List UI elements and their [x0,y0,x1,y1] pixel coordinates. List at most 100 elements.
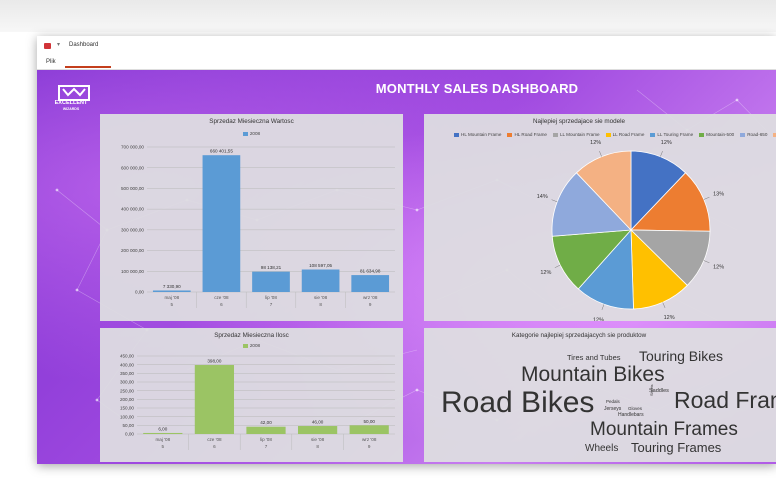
leader-line [660,150,663,157]
chart-sales-value-panel[interactable]: Sprzedaz Miesieczna Wartosc 2008 0,00 100… [100,114,403,321]
legend-label: LL Mountain Frame [559,132,600,137]
x-tick-label: lip '08 [260,437,272,442]
x-tick-label: wrz '08 [362,437,377,442]
y-tick-label: 400 000,00 [121,207,144,212]
x-subcategory-label: 9 [368,444,371,449]
legend-item: Mountain-500 [699,132,734,137]
x-tick-label: wrz '08 [363,295,378,300]
bar [351,275,390,292]
pie-data-label: 12% [540,270,551,276]
x-tick-label: cze '08 [207,437,222,442]
y-tick-label: 450,00 [120,354,134,359]
x-subcategory-label: 5 [162,444,165,449]
tab-file[interactable]: Plik [46,59,56,65]
y-tick-label: 150,00 [120,406,134,411]
x-subcategory-label: 7 [270,302,273,307]
y-tick-label: 100,00 [120,414,134,419]
legend-label: 2008 [249,343,261,348]
y-tick-label: 50,00 [123,423,135,428]
chart-title: Kategorie najlepiej sprzedajacych sie pr… [511,332,647,339]
legend-label: Road-650 [747,132,768,137]
legend-label: LL Touring Frame [657,132,694,137]
pie-slice [577,228,634,310]
y-tick-label: 700 000,00 [121,145,144,150]
bar [252,271,290,292]
chart-sales-quantity-panel[interactable]: Sprzedaz Miesieczna Ilosc 2008 0,00 50,00… [100,328,403,462]
leader-line [554,264,561,268]
x-subcategory-label: 5 [171,302,174,307]
y-tick-label: 0,00 [135,290,144,295]
data-label: 398,00 [207,359,221,364]
bar-chart-quantity: 0,00 50,00 100,00 150,00 200,00 250,00 300,00 3… [120,354,395,450]
y-tick-label: 400,00 [120,362,134,367]
data-label: 7 330,90 [163,284,181,289]
dashboard-title: MONTHLY SALES DASHBOARD [375,81,579,96]
word-cloud-word: Handlebars [618,412,644,418]
y-tick-label: 500 000,00 [121,186,144,191]
pie-slice [630,229,711,286]
chart-legend: 2008 [100,343,403,348]
word-cloud-word: Mountain Frames [590,419,738,440]
x-tick-label: maj '08 [164,295,179,300]
chart-legend: 2008 [100,131,403,136]
legend-swatch [699,132,705,137]
y-tick-label: 300,00 [120,380,134,385]
word-cloud-word: Mountain Bikes [521,363,665,386]
legend-swatch [507,132,513,137]
legend-label: HL Mountain Frame [461,132,502,137]
bar [297,426,338,434]
pie-data-label: 12% [661,140,672,146]
x-tick-label: lip '08 [265,295,277,300]
bar [152,290,191,292]
desktop-background [0,0,776,32]
crown-logo-icon [58,85,90,101]
data-label: 46,00 [312,420,324,425]
pie-data-label: 13% [713,191,724,197]
word-cloud-panel[interactable]: Kategorie najlepiej sprzedajacych sie pr… [424,328,776,462]
dashboard-canvas: EXCELLENT WIZARDS MONTHLY SALES DASHBOAR… [37,70,776,464]
pie-slice [575,150,632,231]
chart-title: Sprzedaz Miesieczna Ilosc [214,332,289,339]
data-label: 6,00 [158,426,167,431]
legend-item: Road-650 [740,132,767,137]
legend-item [773,132,776,137]
legend-item: LL Mountain Frame [552,132,600,137]
pie-slice [630,229,688,310]
x-tick-label: cze '08 [214,295,229,300]
word-cloud-word: Touring Frames [631,440,722,455]
word-cloud-word: Road Bikes [441,386,595,419]
x-subcategory-label: 7 [265,444,268,449]
y-tick-label: 300 000,00 [121,227,144,232]
data-label: 81 634,98 [360,269,381,274]
data-label: 42,00 [260,420,272,425]
pie-data-label: 12% [590,140,601,146]
legend-swatch [242,343,248,348]
legend-swatch [552,132,558,137]
pie-data-label: 12% [664,315,675,321]
leader-line [601,304,605,310]
pie-slice [630,150,687,231]
chart-top-models-panel[interactable]: Najlepiej sprzedajace sie modele HL Moun… [424,114,776,321]
pie-data-label: 12% [593,317,604,321]
legend-item: LL Touring Frame [650,132,693,137]
pie-legend: HL Mountain Frame HL Road Frame LL Mountai… [454,132,776,137]
leader-line [551,199,558,203]
word-cloud-word: Pedals [606,399,620,404]
legend-swatch [740,132,746,137]
y-tick-label: 100 000,00 [121,269,144,274]
chart-title: Sprzedaz Miesieczna Wartosc [209,118,294,125]
pie-chart: 12% 13% 12% 12% 12% 12% 14% 12% [537,140,724,321]
x-tick-label: sie '08 [314,295,328,300]
x-subcategory-label: 6 [220,302,223,307]
bar [202,155,241,292]
word-cloud-word: Wheels [585,443,619,454]
bar [246,426,286,434]
x-subcategory-label: 8 [316,444,319,449]
bar [194,365,235,434]
ribbon: Plik [37,56,776,70]
data-label: 660 401,55 [210,149,233,154]
y-tick-label: 200,00 [120,397,134,402]
chevron-down-icon[interactable]: ▾ [57,42,61,48]
word-cloud-word: Gloves [628,406,643,411]
window-title: Dashboard [69,42,99,48]
